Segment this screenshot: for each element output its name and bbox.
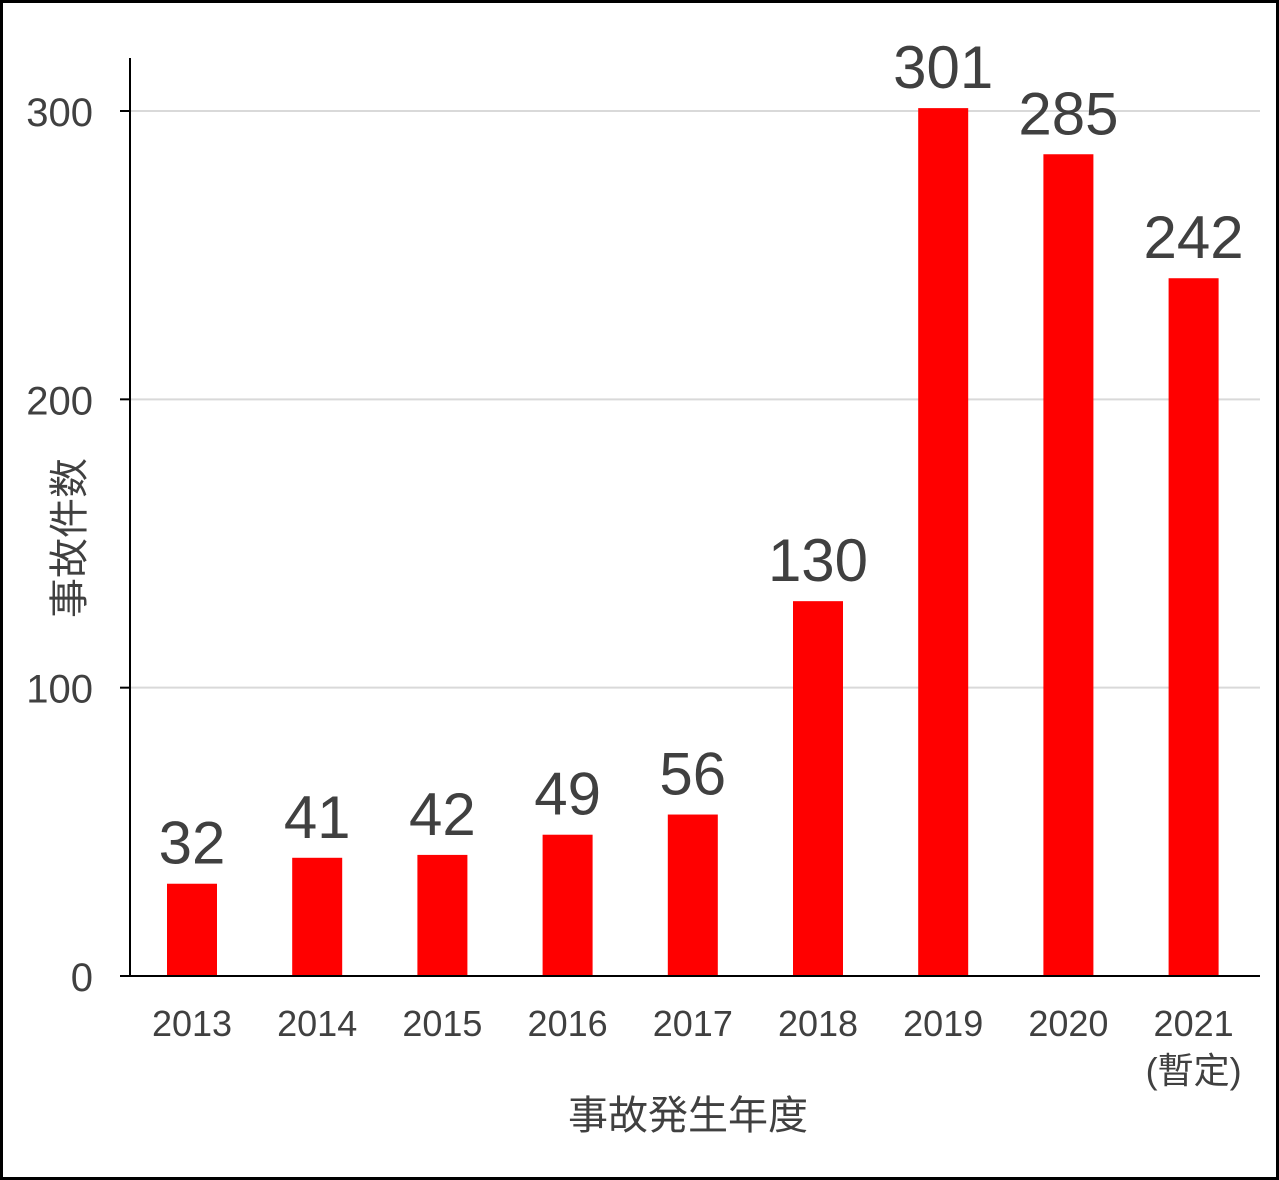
x-tick-label: 2014	[277, 1003, 357, 1044]
x-tick-label: 2017	[653, 1003, 733, 1044]
data-label: 42	[409, 781, 476, 848]
x-tick-label: 2016	[528, 1003, 608, 1044]
bar	[918, 108, 969, 976]
data-label: 32	[159, 810, 226, 877]
bar	[542, 834, 593, 976]
y-tick-labels: 0 100 200 300	[26, 91, 93, 1000]
data-label: 130	[768, 527, 868, 594]
bar	[167, 883, 217, 976]
data-labels: 32 41 42 49 56 130 301 285 242	[159, 34, 1244, 877]
bars	[167, 108, 1219, 976]
y-tick-label: 0	[71, 956, 93, 1000]
data-label: 49	[534, 761, 601, 828]
data-label: 242	[1144, 204, 1244, 271]
x-tick-label: 2015	[402, 1003, 482, 1044]
x-axis-title: 事故発生年度	[568, 1093, 808, 1139]
y-axis-title: 事故件数	[47, 458, 93, 618]
bar	[667, 814, 718, 976]
data-label: 41	[284, 784, 351, 851]
x-tick-label: 2021	[1154, 1003, 1234, 1044]
y-tick-label: 200	[26, 379, 93, 423]
axes	[120, 58, 1260, 977]
bar	[1043, 154, 1094, 976]
x-tick-label: 2013	[152, 1003, 232, 1044]
bar	[417, 854, 468, 976]
data-label: 285	[1018, 80, 1118, 147]
x-tick-labels: 2013 2014 2015 2016 2017 2018 2019 2020 2021 (暫定)	[152, 1003, 1242, 1091]
bar	[1168, 278, 1219, 976]
y-tick-label: 100	[26, 668, 93, 712]
y-tick-label: 300	[26, 91, 93, 135]
x-tick-label: 2019	[903, 1003, 983, 1044]
x-tick-sublabel: (暫定)	[1146, 1050, 1242, 1091]
bar	[793, 601, 843, 976]
x-tick-label: 2018	[778, 1003, 858, 1044]
data-label: 56	[659, 741, 726, 808]
bar	[292, 857, 343, 976]
x-tick-label: 2020	[1028, 1003, 1108, 1044]
data-label: 301	[893, 34, 993, 101]
